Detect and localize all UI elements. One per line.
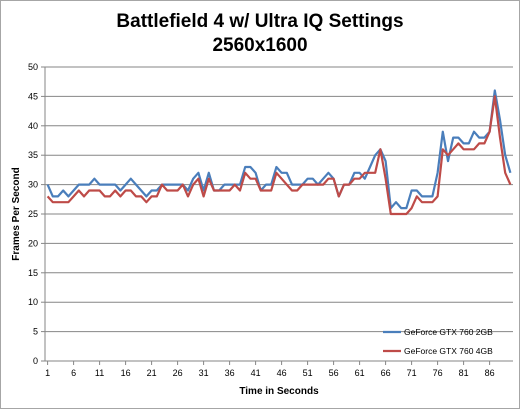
chart-title: Battlefield 4 w/ Ultra IQ Settings: [116, 11, 404, 32]
x-tick-label: 61: [355, 368, 365, 378]
y-tick-label: 40: [28, 121, 38, 131]
legend-label-2: GeForce GTX 760 4GB: [404, 346, 493, 356]
x-tick-label: 56: [329, 368, 339, 378]
x-tick-label: 21: [147, 368, 157, 378]
x-tick-label: 36: [225, 368, 235, 378]
x-tick-label: 1: [45, 368, 50, 378]
x-tick-label: 66: [381, 368, 391, 378]
series-line-1: [46, 89, 512, 210]
y-tick-label: 35: [28, 150, 38, 160]
x-tick-label: 76: [433, 368, 443, 378]
x-tick-label: 31: [199, 368, 209, 378]
y-tick-label: 20: [28, 238, 38, 248]
x-tick-label: 86: [485, 368, 495, 378]
y-tick-label: 0: [33, 356, 38, 366]
y-tick-label: 25: [28, 209, 38, 219]
y-tick-label: 10: [28, 297, 38, 307]
chart-subtitle: 2560x1600: [212, 35, 308, 56]
x-tick-label: 6: [71, 368, 76, 378]
y-axis-title: Frames Per Second: [11, 167, 22, 260]
y-tick-label: 5: [33, 327, 38, 337]
x-tick-label: 51: [303, 368, 313, 378]
x-axis-title: Time in Seconds: [239, 386, 319, 397]
series-line-2: [46, 95, 512, 216]
y-tick-label: 45: [28, 91, 38, 101]
x-tick-label: 11: [95, 368, 104, 378]
x-tick-label: 26: [173, 368, 183, 378]
x-tick-label: 41: [251, 368, 261, 378]
x-tick-label: 46: [277, 368, 287, 378]
y-tick-label: 50: [28, 62, 38, 72]
x-tick-label: 71: [407, 368, 417, 378]
y-tick-label: 30: [28, 180, 38, 190]
x-tick-label: 81: [459, 368, 469, 378]
legend-label-1: GeForce GTX 760 2GB: [404, 327, 493, 337]
y-tick-label: 15: [28, 268, 38, 278]
x-tick-label: 16: [121, 368, 131, 378]
